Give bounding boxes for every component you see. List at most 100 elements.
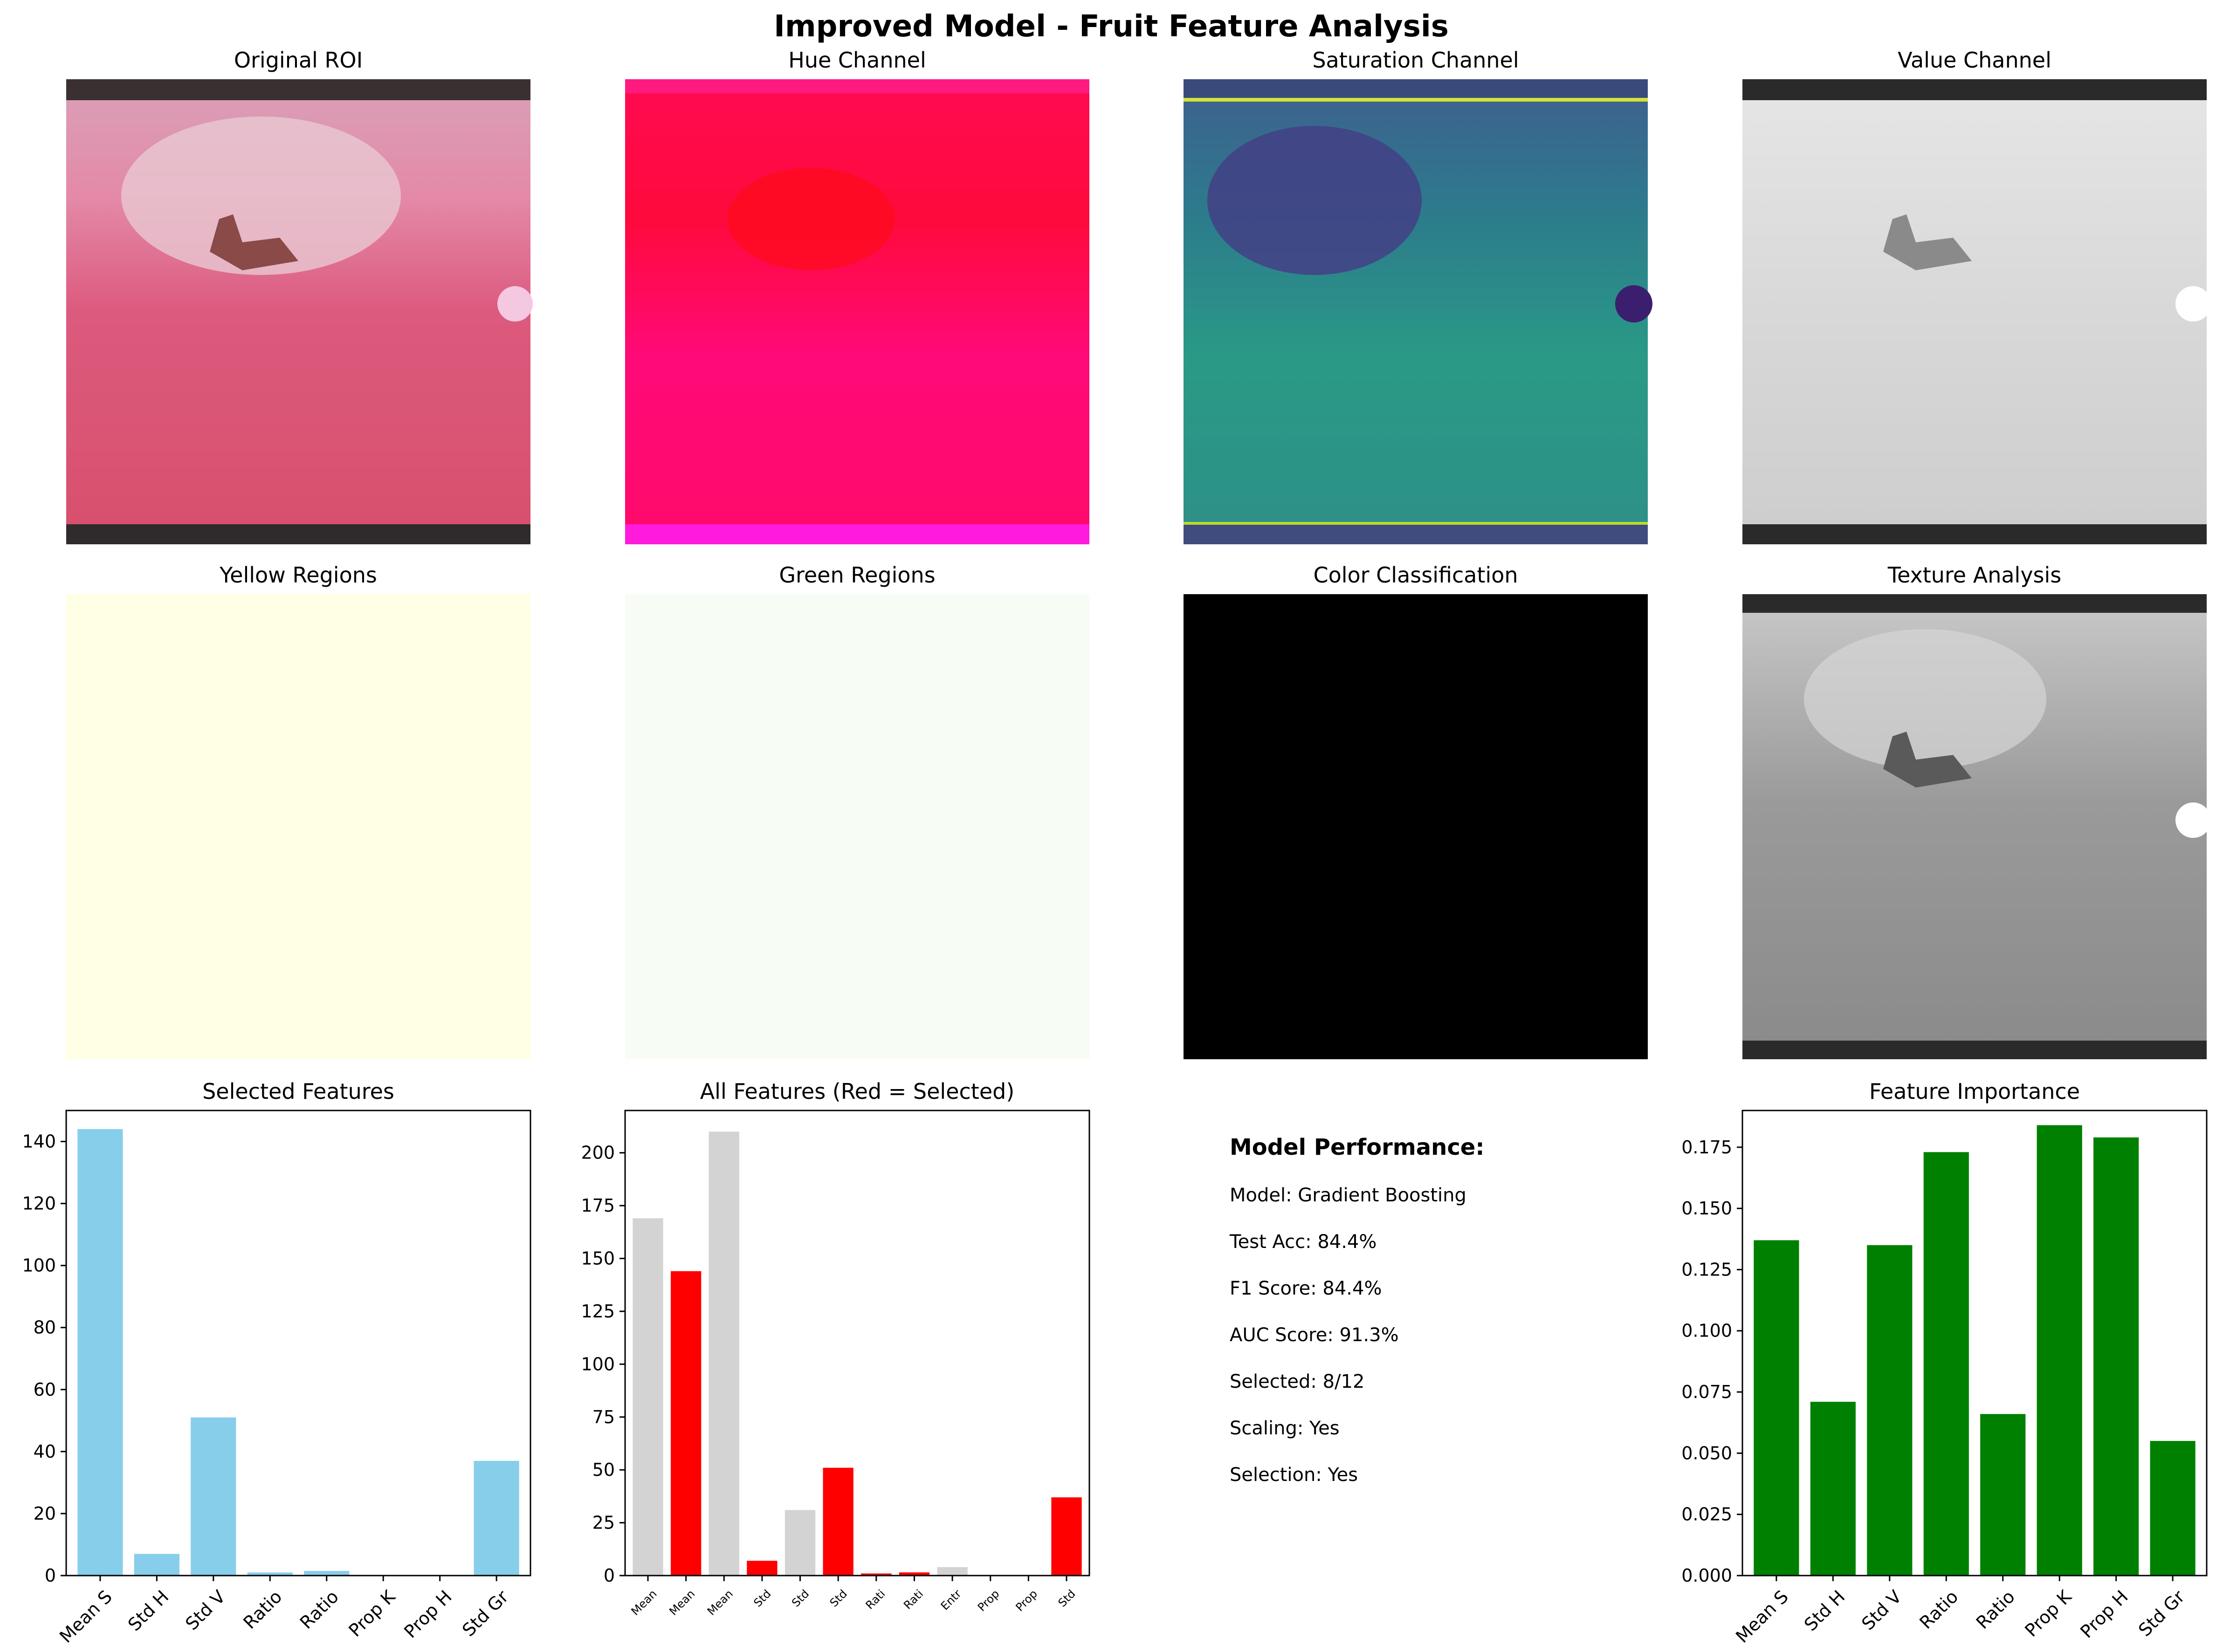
bar xyxy=(670,1271,702,1576)
x-tick-label: Std xyxy=(789,1587,812,1610)
bar xyxy=(937,1567,968,1576)
original-roi-stem xyxy=(210,214,298,270)
x-tick-label: Std xyxy=(827,1587,850,1610)
original-roi-pale-region xyxy=(121,117,401,275)
x-tick-label: Ratio xyxy=(239,1586,286,1633)
bar xyxy=(77,1129,123,1576)
yellow-regions-image xyxy=(66,594,530,1059)
bar xyxy=(785,1510,816,1576)
y-tick-label: 0 xyxy=(604,1565,615,1586)
y-tick-label: 75 xyxy=(592,1407,615,1427)
hue-top-band xyxy=(625,79,1089,93)
y-tick-label: 40 xyxy=(34,1441,56,1462)
texture-stem xyxy=(1883,732,1972,788)
bar xyxy=(861,1573,892,1576)
panel-hue: Hue Channel xyxy=(625,48,1089,544)
panel-title-yellow: Yellow Regions xyxy=(219,562,377,588)
value-bottom-band xyxy=(1742,524,2207,544)
hue-image xyxy=(625,79,1089,544)
bar xyxy=(2037,1125,2082,1576)
x-tick-label: Entr xyxy=(938,1587,964,1613)
x-tick-label: Ratio xyxy=(1915,1586,1962,1633)
x-tick-label: Prop K xyxy=(2021,1586,2076,1641)
panel-title-color: Color Classification xyxy=(1313,562,1518,588)
y-tick-label: 60 xyxy=(34,1379,56,1400)
saturation-top-line xyxy=(1184,98,1648,102)
y-tick-label: 25 xyxy=(592,1513,615,1533)
texture-top-band xyxy=(1742,594,2207,613)
y-tick-label: 0.175 xyxy=(1681,1137,1732,1158)
x-tick-label: Mean xyxy=(667,1587,697,1618)
x-tick-label: Mean xyxy=(705,1587,736,1618)
original-roi-bright-spot xyxy=(497,286,533,322)
chart-title: Selected Features xyxy=(202,1079,394,1104)
original-roi-bottom-band xyxy=(66,524,530,544)
performance-line-auc: AUC Score: 91.3% xyxy=(1230,1324,1399,1346)
x-tick-label: Mean xyxy=(629,1587,660,1618)
figure-title: Improved Model - Fruit Feature Analysis xyxy=(774,9,1449,44)
performance-line-test-acc: Test Acc: 84.4% xyxy=(1229,1231,1376,1253)
panel-texture-analysis: Texture Analysis xyxy=(1742,562,2211,1059)
y-tick-label: 100 xyxy=(22,1255,56,1276)
x-tick-label: Std H xyxy=(1800,1586,1849,1635)
y-tick-label: 0.050 xyxy=(1681,1443,1732,1463)
x-tick-label: Std V xyxy=(1858,1586,1906,1634)
hue-red-blob xyxy=(727,168,895,270)
y-tick-label: 125 xyxy=(581,1301,615,1322)
panel-saturation: Saturation Channel xyxy=(1184,48,1652,544)
axes-frame xyxy=(1741,1110,2208,1577)
bar xyxy=(747,1561,778,1576)
saturation-top-band xyxy=(1184,79,1648,100)
bar xyxy=(633,1218,663,1576)
hue-bottom-band xyxy=(625,524,1089,544)
texture-light-region xyxy=(1804,629,2046,769)
y-tick-label: 140 xyxy=(22,1131,56,1152)
texture-bottom-band xyxy=(1742,1041,2207,1059)
bar xyxy=(474,1460,519,1576)
x-tick-label: Prop xyxy=(1013,1587,1040,1614)
saturation-dark-spot xyxy=(1615,285,1652,322)
y-tick-label: 0.025 xyxy=(1681,1504,1732,1525)
panel-title-original: Original ROI xyxy=(234,48,363,73)
bar xyxy=(2093,1137,2139,1576)
x-tick-label: Std Gr xyxy=(2134,1586,2189,1640)
x-tick-label: Ratio xyxy=(296,1586,343,1633)
value-top-band xyxy=(1742,79,2207,100)
bar xyxy=(2150,1441,2195,1576)
x-tick-label: Std V xyxy=(181,1586,229,1634)
performance-line-f1: F1 Score: 84.4% xyxy=(1230,1278,1382,1299)
x-tick-label: Rati xyxy=(901,1587,926,1612)
bar xyxy=(1923,1152,1969,1576)
y-tick-label: 0.000 xyxy=(1681,1565,1732,1586)
panel-title-texture: Texture Analysis xyxy=(1887,562,2062,588)
bar xyxy=(1051,1497,1082,1576)
selected-features-chart: Selected Features 0 20 40 60 80 100 120 140 Mean … xyxy=(22,1079,531,1647)
panel-original-roi: Original ROI xyxy=(66,48,533,544)
x-tick-label: Rati xyxy=(863,1587,888,1612)
performance-line-selection: Selection: Yes xyxy=(1230,1464,1358,1486)
saturation-dark-region xyxy=(1207,126,1422,275)
y-tick-label: 150 xyxy=(581,1248,615,1269)
y-tick-label: 175 xyxy=(581,1195,615,1216)
y-tick-label: 80 xyxy=(34,1317,56,1338)
y-tick-label: 0.150 xyxy=(1681,1198,1732,1219)
x-tick-label: Std Gr xyxy=(458,1586,512,1640)
performance-line-selected: Selected: 8/12 xyxy=(1230,1371,1364,1392)
chart-title: Feature Importance xyxy=(1869,1079,2080,1104)
all-features-chart: All Features (Red = Selected) 0 25 50 75 100 1… xyxy=(581,1079,1090,1618)
feature-importance-chart: Feature Importance 0.000 0.025 0.050 0.075 0.… xyxy=(1681,1079,2208,1647)
y-tick-label: 50 xyxy=(592,1460,615,1480)
bar xyxy=(1867,1245,1913,1576)
y-tick-label: 0 xyxy=(45,1565,56,1586)
color-classification-image xyxy=(1184,594,1648,1059)
panel-color-classification: Color Classification xyxy=(1184,562,1648,1059)
saturation-bottom-line xyxy=(1184,522,1648,525)
x-tick-label: Std H xyxy=(124,1586,173,1635)
y-tick-label: 0.100 xyxy=(1681,1321,1732,1341)
bar xyxy=(709,1131,739,1576)
panel-yellow-regions: Yellow Regions xyxy=(66,562,530,1059)
saturation-bottom-band xyxy=(1184,524,1648,544)
x-tick-label: Prop H xyxy=(400,1586,456,1642)
bar xyxy=(1980,1414,2026,1576)
